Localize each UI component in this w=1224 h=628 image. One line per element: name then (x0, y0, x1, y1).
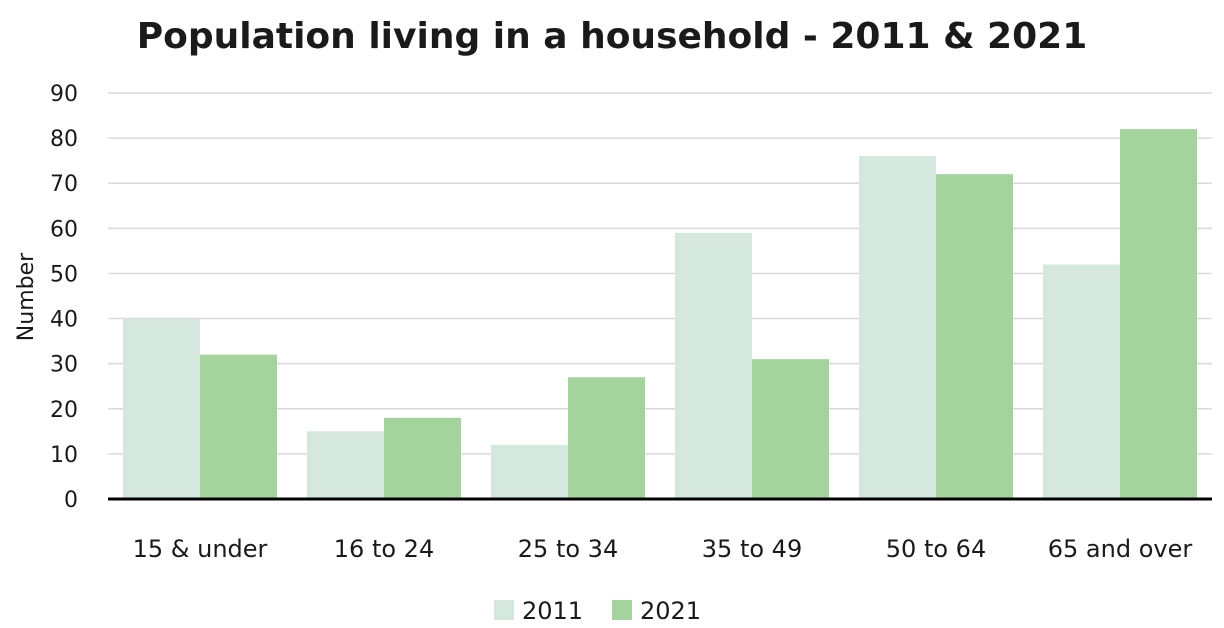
y-tick-label: 20 (50, 398, 78, 423)
y-tick-label: 70 (50, 172, 78, 197)
bar-2011-5 (1043, 264, 1120, 499)
x-tick-label: 35 to 49 (702, 535, 802, 563)
legend-swatch-2011 (494, 600, 514, 620)
y-axis-label: Number (14, 252, 39, 341)
gridlines (108, 92, 1212, 455)
y-axis-ticks: 0 10 20 30 40 50 60 70 80 90 (50, 82, 78, 513)
x-tick-label: 16 to 24 (334, 535, 434, 563)
y-tick-label: 60 (50, 217, 78, 242)
x-tick-label: 65 and over (1048, 535, 1193, 563)
x-tick-label: 15 & under (133, 535, 268, 563)
y-tick-label: 0 (64, 488, 78, 513)
x-tick-label: 50 to 64 (886, 535, 986, 563)
bar-2021-4 (936, 174, 1013, 499)
y-tick-label: 30 (50, 353, 78, 378)
bar-2021-1 (384, 417, 461, 499)
bar-2011-3 (675, 232, 752, 499)
bar-2021-3 (752, 359, 829, 499)
legend-label: 2021 (640, 597, 701, 625)
y-tick-label: 90 (50, 82, 78, 107)
y-tick-label: 80 (50, 127, 78, 152)
y-tick-label: 40 (50, 308, 78, 333)
y-tick-label: 50 (50, 262, 78, 287)
legend: 2011 2021 (494, 597, 701, 625)
bar-2011-4 (859, 156, 936, 499)
legend-swatch-2021 (612, 600, 632, 620)
bar-2011-1 (307, 431, 384, 499)
x-tick-label: 25 to 34 (518, 535, 618, 563)
legend-label: 2011 (522, 597, 583, 625)
y-tick-label: 10 (50, 443, 78, 468)
bar-2021-0 (200, 354, 277, 499)
bar-2021-5 (1120, 129, 1197, 500)
bar-2011-2 (491, 444, 568, 499)
bar-2011-0 (123, 318, 200, 499)
bars (123, 129, 1197, 500)
chart-title: Population living in a household - 2011 … (137, 16, 1088, 57)
bar-2021-2 (568, 377, 645, 499)
x-axis-ticks: 15 & under 16 to 24 25 to 34 35 to 49 50 to … (133, 535, 1193, 563)
